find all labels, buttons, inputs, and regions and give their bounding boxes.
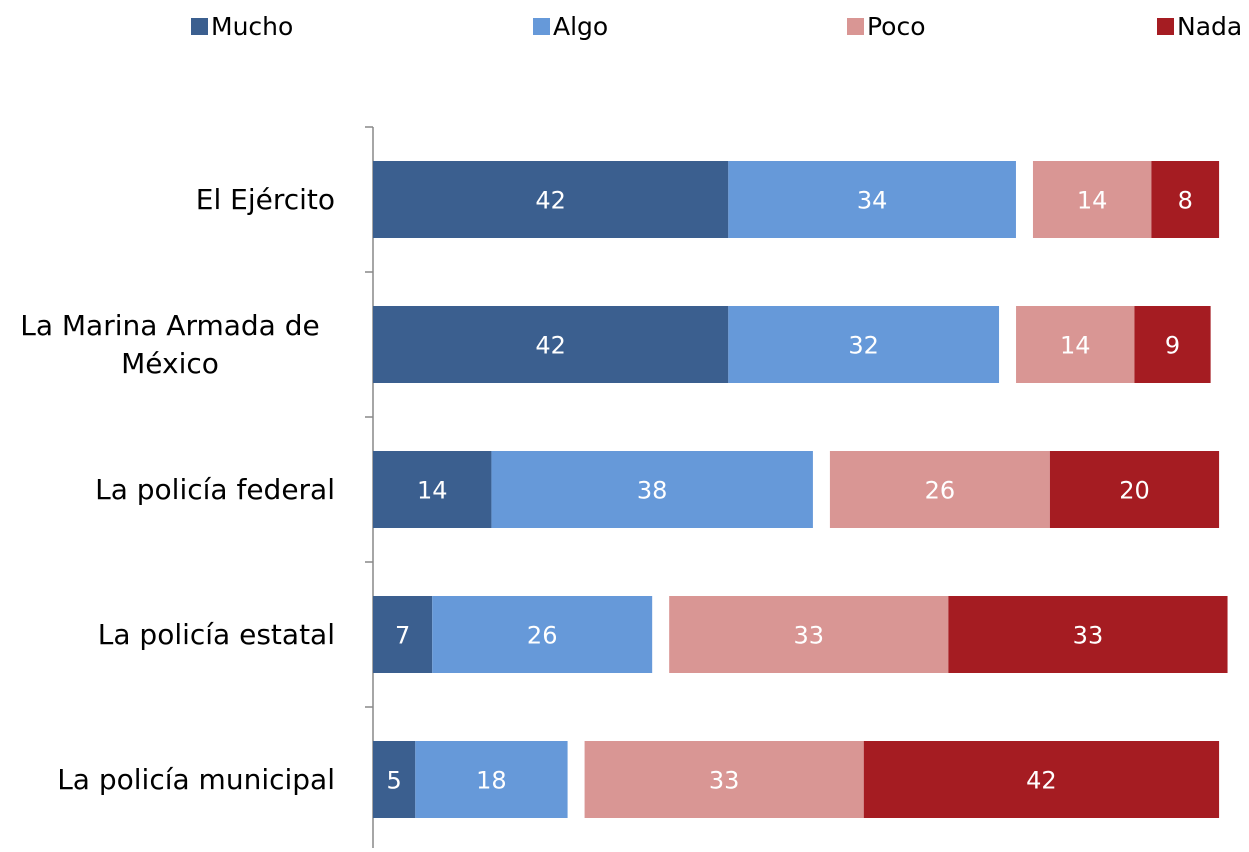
- bar-segment: [669, 596, 949, 673]
- legend-swatch: [191, 18, 208, 35]
- bar-segment: [829, 451, 1050, 528]
- bar-segment: [491, 451, 813, 528]
- legend-label: Nada: [1177, 12, 1242, 41]
- bar-segment: [1151, 161, 1220, 238]
- value-label: 7: [395, 622, 410, 650]
- y-tick-label: La Marina Armada de México: [20, 308, 320, 380]
- category-label-box: El Ejército: [0, 127, 335, 272]
- bar-segment: [948, 596, 1228, 673]
- value-label: 20: [1119, 477, 1150, 505]
- value-label: 8: [1178, 187, 1193, 215]
- bar-segment: [415, 741, 568, 818]
- value-label: 33: [793, 622, 824, 650]
- value-label: 42: [535, 187, 566, 215]
- bar-segment: [1049, 451, 1220, 528]
- bar-segment: [1032, 161, 1152, 238]
- legend-swatch: [847, 18, 864, 35]
- legend-label: Algo: [553, 12, 608, 41]
- legend-label: Poco: [867, 12, 926, 41]
- value-label: 26: [527, 622, 558, 650]
- bar-segment: [728, 306, 1000, 383]
- value-label: 14: [417, 477, 448, 505]
- y-tick-label: La policía municipal: [57, 762, 335, 796]
- legend-label: Mucho: [211, 12, 293, 41]
- value-label: 38: [637, 477, 668, 505]
- bar-segment: [584, 741, 864, 818]
- value-label: 26: [925, 477, 956, 505]
- value-label: 33: [709, 767, 740, 795]
- value-label: 34: [857, 187, 888, 215]
- value-label: 14: [1060, 332, 1091, 360]
- y-tick-label: La policía estatal: [97, 617, 335, 651]
- value-label: 32: [848, 332, 879, 360]
- value-label: 5: [387, 767, 402, 795]
- bar-segment: [1016, 306, 1135, 383]
- value-label: 33: [1073, 622, 1104, 650]
- y-tick-label: La policía federal: [95, 472, 335, 506]
- value-label: 42: [1026, 767, 1057, 795]
- bar-segment: [728, 161, 1016, 238]
- value-label: 14: [1077, 187, 1108, 215]
- bar-segment: [373, 451, 492, 528]
- y-tick-label: El Ejército: [195, 182, 335, 216]
- category-label-box: La policía municipal: [0, 707, 335, 852]
- legend-swatch: [533, 18, 550, 35]
- legend-swatch: [1157, 18, 1174, 35]
- value-label: 42: [535, 332, 566, 360]
- value-label: 9: [1165, 332, 1180, 360]
- bar-segment: [432, 596, 653, 673]
- bar-segment: [373, 306, 729, 383]
- bar-segment: [1134, 306, 1211, 383]
- bar-segment: [373, 596, 433, 673]
- bar-segment: [863, 741, 1220, 818]
- category-label-box: La Marina Armada de México: [0, 272, 335, 417]
- bar-segment: [373, 161, 729, 238]
- category-label-box: La policía estatal: [0, 562, 335, 707]
- value-label: 18: [476, 767, 507, 795]
- category-label-box: La policía federal: [0, 417, 335, 562]
- bar-segment: [373, 741, 416, 818]
